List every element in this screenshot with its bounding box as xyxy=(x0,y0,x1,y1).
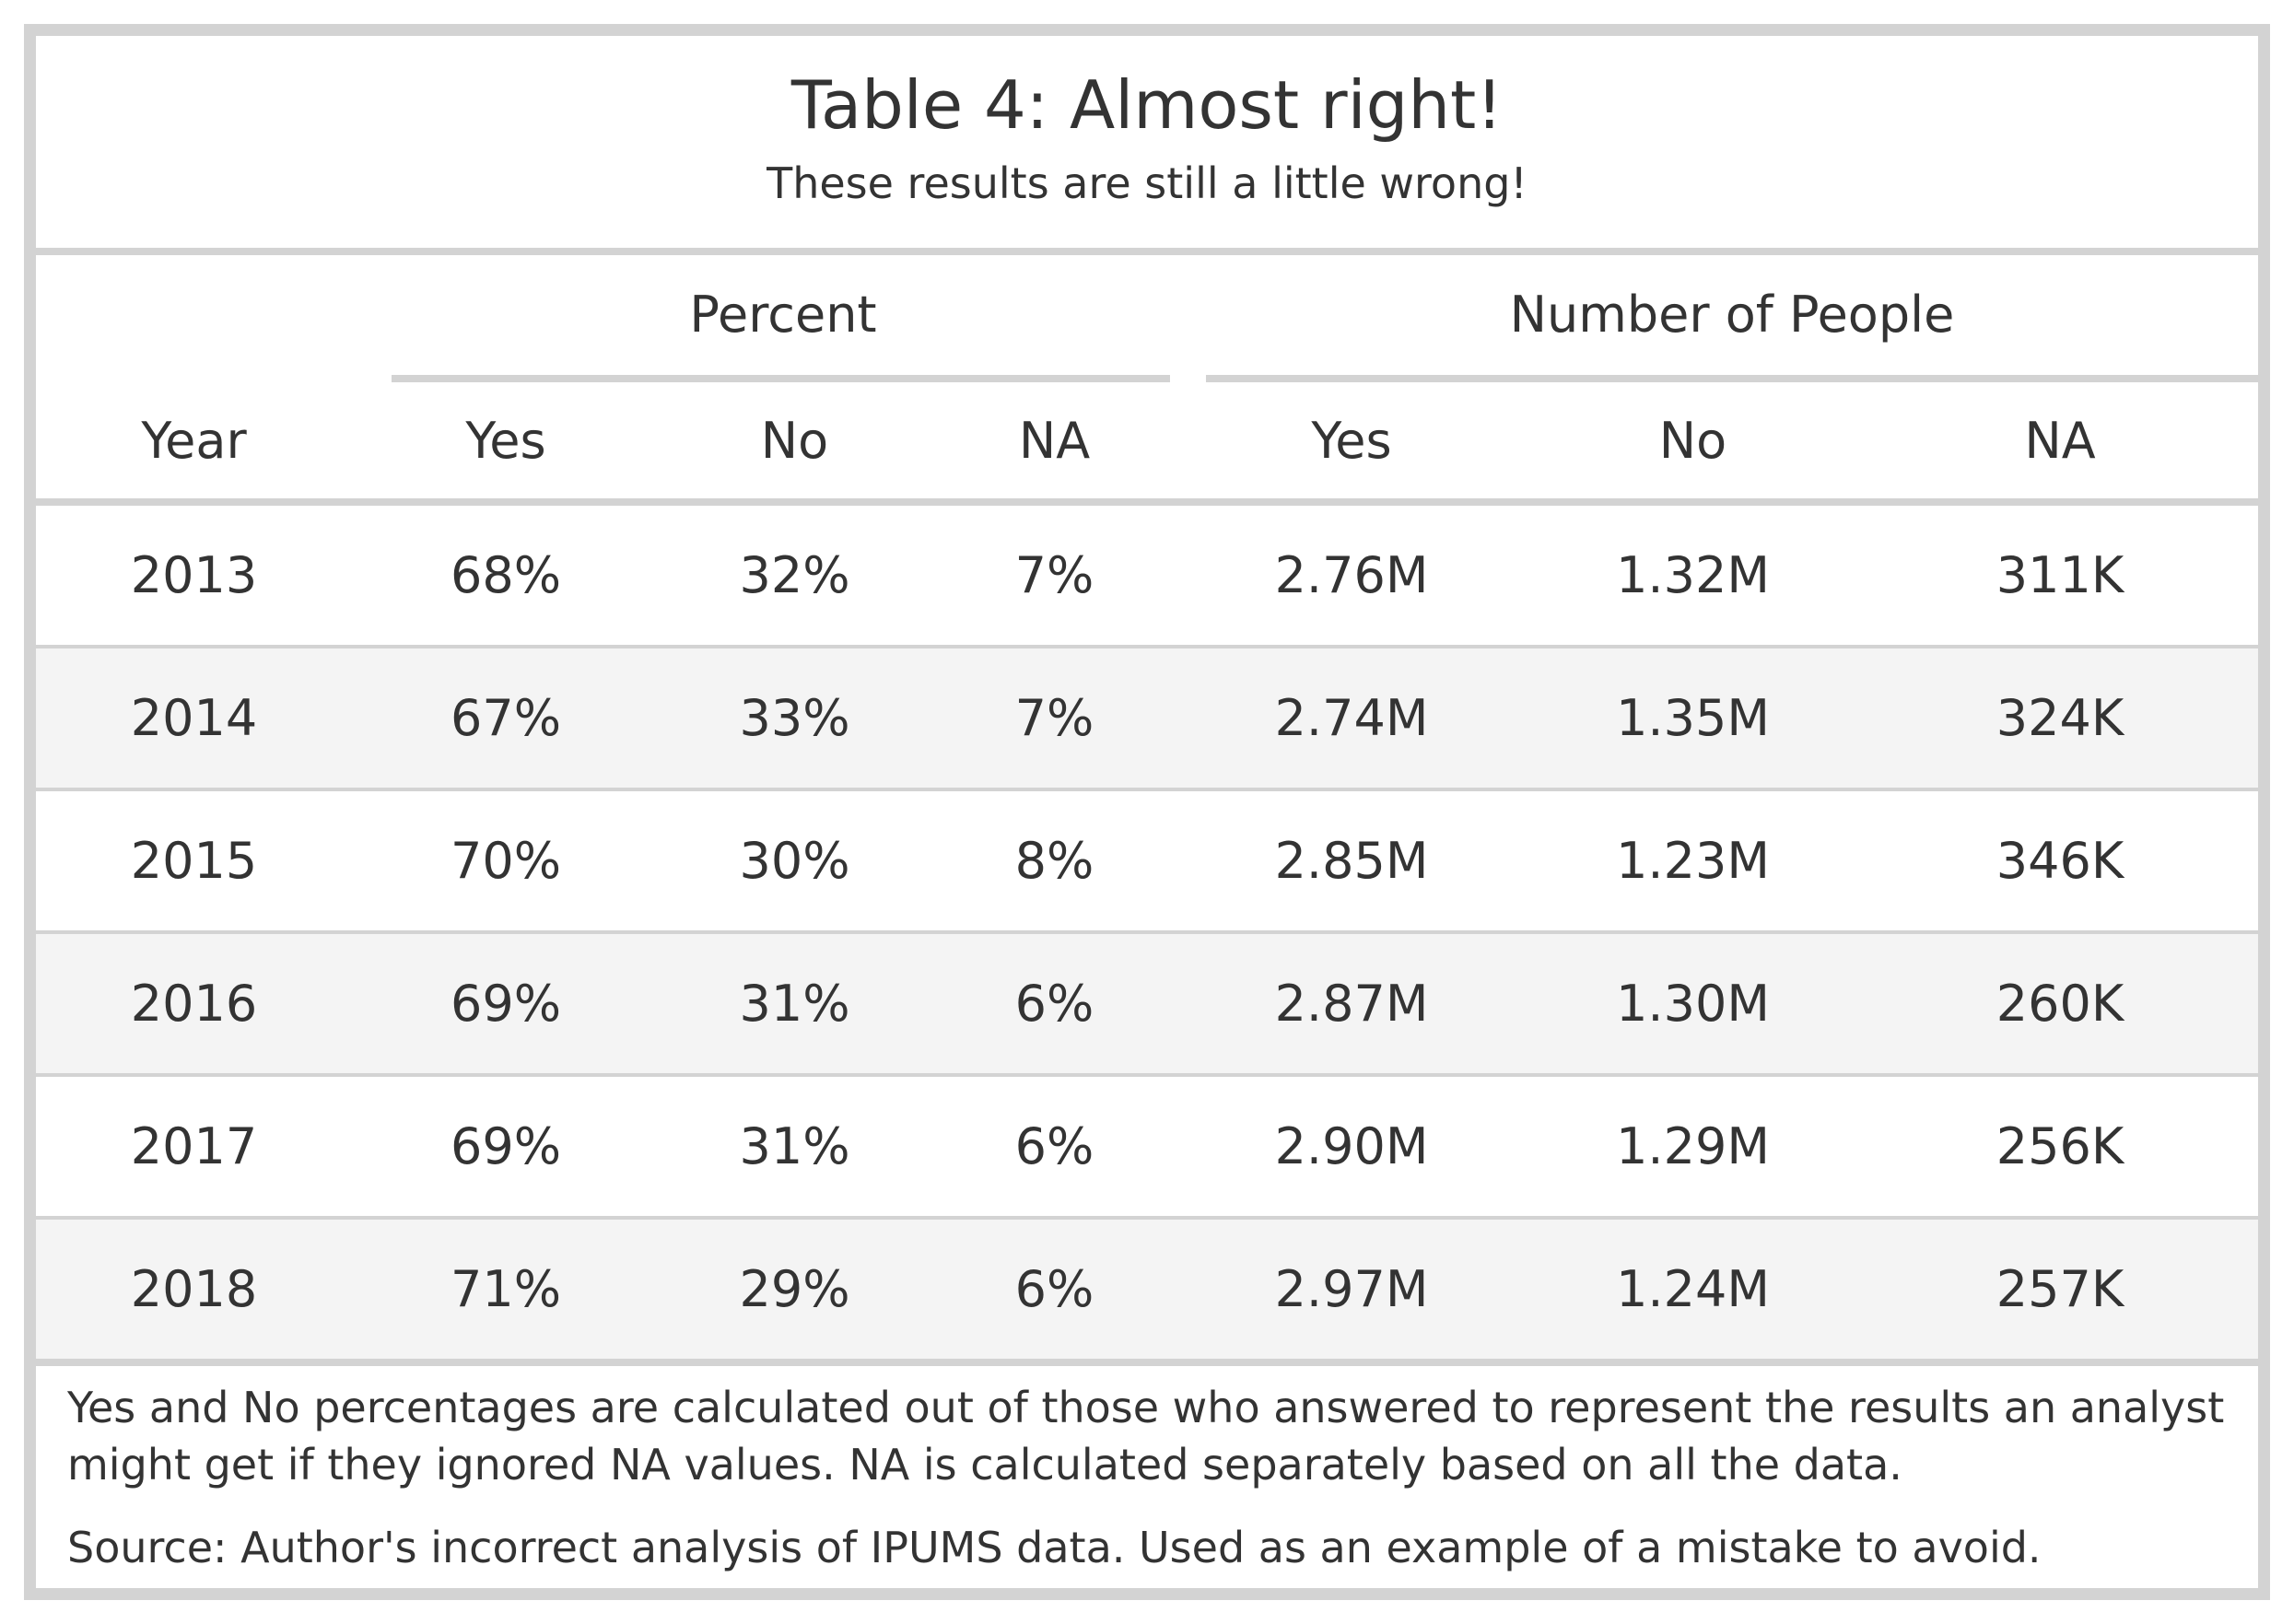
cell-percent-no: 31% xyxy=(739,975,850,1033)
cell-percent-yes: 68% xyxy=(450,546,562,604)
column-header-year: Year xyxy=(141,411,247,470)
table-row: 2013 68% 32% 7% 2.76M 1.32M 311K xyxy=(36,506,2258,648)
column-header-people-na: NA xyxy=(2024,411,2096,470)
table-row: 2018 71% 29% 6% 2.97M 1.24M 257K xyxy=(36,1220,2258,1366)
cell-percent-yes: 69% xyxy=(450,1117,562,1175)
spanner-percent-rule xyxy=(392,375,1170,382)
cell-percent-no: 30% xyxy=(739,832,850,890)
cell-percent-no: 32% xyxy=(739,546,850,604)
cell-people-na: 324K xyxy=(1996,689,2124,747)
cell-percent-no: 29% xyxy=(739,1260,850,1318)
table-subtitle: These results are still a little wrong! xyxy=(767,158,1527,208)
cell-percent-na: 7% xyxy=(1014,546,1094,604)
cell-people-yes: 2.97M xyxy=(1274,1260,1429,1318)
spanner-percent: Percent xyxy=(689,286,877,344)
column-header-percent-no: No xyxy=(760,411,829,470)
cell-people-na: 257K xyxy=(1996,1260,2124,1318)
cell-people-na: 346K xyxy=(1996,832,2124,890)
cell-year: 2014 xyxy=(130,689,258,747)
cell-people-yes: 2.85M xyxy=(1274,832,1429,890)
cell-percent-na: 8% xyxy=(1014,832,1094,890)
cell-percent-no: 33% xyxy=(739,689,850,747)
column-header-percent-yes: Yes xyxy=(465,411,546,470)
cell-percent-yes: 67% xyxy=(450,689,562,747)
cell-percent-yes: 71% xyxy=(450,1260,562,1318)
cell-people-no: 1.32M xyxy=(1616,546,1770,604)
cell-year: 2016 xyxy=(130,975,258,1033)
data-table: Table 4: Almost right! These results are… xyxy=(24,24,2270,1600)
spanner-number-of-people: Number of People xyxy=(1509,286,1955,344)
cell-percent-na: 7% xyxy=(1014,689,1094,747)
cell-people-na: 311K xyxy=(1996,546,2124,604)
table-row: 2015 70% 30% 8% 2.85M 1.23M 346K xyxy=(36,791,2258,934)
cell-people-yes: 2.90M xyxy=(1274,1117,1429,1175)
cell-percent-yes: 70% xyxy=(450,832,562,890)
cell-year: 2018 xyxy=(130,1260,258,1318)
cell-people-no: 1.29M xyxy=(1616,1117,1770,1175)
cell-people-na: 256K xyxy=(1996,1117,2124,1175)
cell-percent-na: 6% xyxy=(1014,975,1094,1033)
cell-people-no: 1.24M xyxy=(1616,1260,1770,1318)
column-header-percent-na: NA xyxy=(1018,411,1091,470)
cell-people-yes: 2.76M xyxy=(1274,546,1429,604)
cell-people-no: 1.23M xyxy=(1616,832,1770,890)
table-footnote: Yes and No percentages are calculated ou… xyxy=(67,1383,2225,1490)
cell-people-yes: 2.87M xyxy=(1274,975,1429,1033)
table-row: 2014 67% 33% 7% 2.74M 1.35M 324K xyxy=(36,648,2258,791)
column-header-people-yes: Yes xyxy=(1311,411,1392,470)
cell-percent-no: 31% xyxy=(739,1117,850,1175)
cell-year: 2017 xyxy=(130,1117,258,1175)
table-row: 2016 69% 31% 6% 2.87M 1.30M 260K xyxy=(36,934,2258,1077)
cell-people-no: 1.30M xyxy=(1616,975,1770,1033)
table-source-note: Source: Author's incorrect analysis of I… xyxy=(67,1523,2042,1572)
cell-year: 2015 xyxy=(130,832,258,890)
cell-percent-na: 6% xyxy=(1014,1260,1094,1318)
column-header-row: Year Yes No NA Yes No NA xyxy=(36,382,2258,506)
cell-year: 2013 xyxy=(130,546,258,604)
cell-people-yes: 2.74M xyxy=(1274,689,1429,747)
cell-people-na: 260K xyxy=(1996,975,2124,1033)
cell-percent-na: 6% xyxy=(1014,1117,1094,1175)
spanner-people-rule xyxy=(1206,375,2258,382)
column-header-people-no: No xyxy=(1658,411,1727,470)
table-heading: Table 4: Almost right! These results are… xyxy=(36,36,2258,255)
table-row: 2017 69% 31% 6% 2.90M 1.29M 256K xyxy=(36,1077,2258,1220)
cell-percent-yes: 69% xyxy=(450,975,562,1033)
cell-people-no: 1.35M xyxy=(1616,689,1770,747)
table-title: Table 4: Almost right! xyxy=(790,66,1504,144)
